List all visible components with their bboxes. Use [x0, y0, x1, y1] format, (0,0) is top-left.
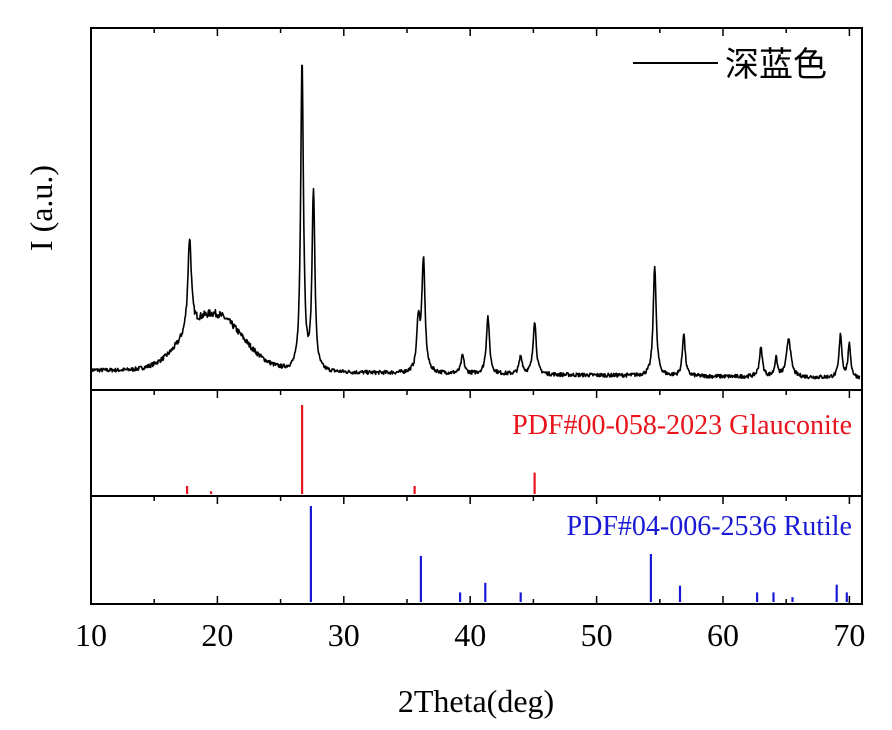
reference-label-glauconite: PDF#00-058-2023 Glauconite: [512, 410, 852, 441]
rutile-reference-layer: [309, 506, 848, 602]
x-tick-label: 50: [581, 617, 613, 653]
x-tick-label: 10: [75, 617, 107, 653]
x-tick-label: 40: [454, 617, 486, 653]
sample-pattern-layer: [90, 64, 861, 380]
y-axis-label: I (a.u.): [23, 165, 59, 251]
x-axis-label: 2Theta(deg): [398, 683, 554, 719]
x-tick-label: 20: [201, 617, 233, 653]
glauconite-reference-layer: [186, 405, 536, 494]
legend-label-sample: 深蓝色: [725, 46, 827, 84]
x-tick-label: 70: [833, 617, 865, 653]
x-axis-ticks: 10 20 30 40 50 60 70: [75, 28, 865, 653]
x-tick-label: 60: [707, 617, 739, 653]
sample-pattern-line: [90, 64, 861, 380]
x-tick-label: 30: [328, 617, 360, 653]
reference-label-rutile: PDF#04-006-2536 Rutile: [567, 511, 852, 542]
